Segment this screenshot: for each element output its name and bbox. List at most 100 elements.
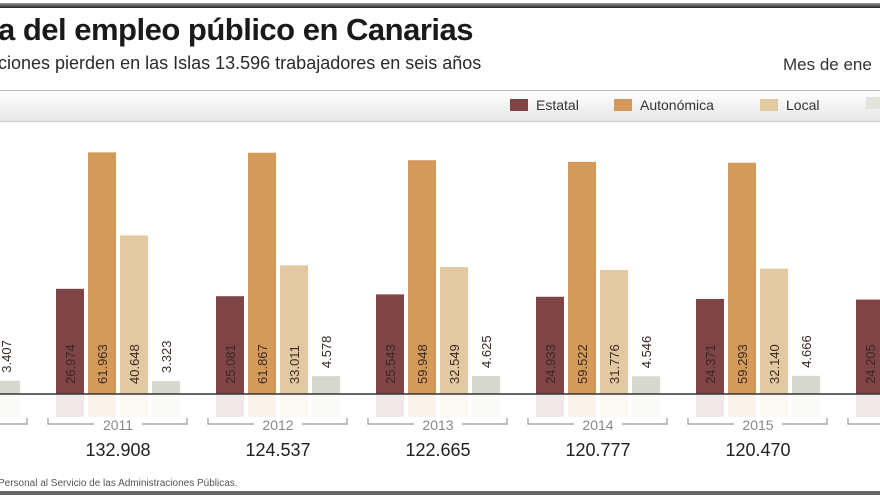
bar-reflection	[0, 395, 20, 417]
bar-value-label: 4.578	[319, 336, 334, 369]
bar-reflection	[760, 395, 788, 417]
year-total: 132.908	[85, 440, 150, 460]
bar-2011-3	[152, 381, 180, 394]
bar-reflection	[376, 395, 404, 417]
bar-value-label: 33.011	[287, 345, 302, 384]
bar-value-label: 59.293	[735, 344, 750, 384]
legend-label: Local	[786, 97, 820, 113]
legend-swatch	[760, 99, 778, 111]
bar-value-label: 59.522	[575, 344, 590, 384]
legend-item-local: Local	[760, 97, 819, 113]
bar-reflection	[696, 395, 724, 417]
bar-value-label: 4.546	[639, 336, 654, 369]
bar-2015-3	[792, 375, 820, 394]
bar-value-label: 3.323	[159, 340, 174, 373]
bar-value-label: 24.205	[863, 344, 878, 384]
bar-2011-0	[56, 288, 84, 394]
bar-value-label: 61.867	[255, 344, 270, 384]
bar-2014-0	[536, 296, 564, 394]
bar-reflection	[120, 395, 148, 417]
bar-2013-2	[440, 267, 468, 394]
bar-reflection	[56, 395, 84, 417]
bar-2011-2	[120, 235, 148, 394]
bottom-border	[0, 491, 880, 495]
bar-reflection	[728, 395, 756, 417]
bar-2012-3	[312, 376, 340, 394]
legend-item-other	[866, 97, 880, 109]
bar-value-label: 32.140	[767, 344, 782, 384]
legend-label: Estatal	[536, 97, 579, 113]
bar-reflection	[632, 395, 660, 417]
bar-2014-3	[632, 376, 660, 394]
bar-value-label: 24.371	[703, 344, 718, 384]
legend-swatch	[614, 99, 632, 111]
bar-reflection	[408, 395, 436, 417]
bar-value-label: 26.974	[63, 344, 78, 384]
year-bracket	[847, 418, 880, 425]
bar-2010-3	[0, 380, 20, 394]
bar-reflection	[536, 395, 564, 417]
year-bracket	[0, 418, 28, 425]
legend-item-autonomica: Autonómica	[614, 97, 714, 113]
bar-2011-1	[88, 152, 116, 394]
chart-title: a del empleo público en Canarias	[0, 12, 473, 47]
year-label: 2014	[582, 417, 613, 433]
bar-value-label: 25.081	[223, 344, 238, 384]
year-label: 2012	[262, 417, 293, 433]
bar-value-label: 40.648	[127, 344, 142, 384]
bar-value-label: 24.933	[543, 344, 558, 384]
bar-value-label: 25.543	[383, 344, 398, 384]
year-bracket	[207, 418, 348, 425]
bar-reflection	[600, 395, 628, 417]
legend-swatch	[866, 97, 880, 109]
bar-2014-1	[568, 161, 596, 394]
bar-2015-2	[760, 268, 788, 394]
year-total: 120.777	[565, 440, 630, 460]
bar-reflection	[248, 395, 276, 417]
bar-reflection	[856, 395, 880, 417]
bar-2015-1	[728, 162, 756, 394]
bar-reflection	[152, 395, 180, 417]
bar-reflection	[280, 395, 308, 417]
bar-2012-2	[280, 265, 308, 394]
bar-value-label: 31.776	[607, 344, 622, 384]
bar-reflection	[440, 395, 468, 417]
legend-band	[0, 90, 880, 122]
bar-reflection	[568, 395, 596, 417]
top-border	[0, 3, 880, 8]
bar-2013-0	[376, 294, 404, 394]
legend-swatch	[510, 99, 528, 111]
bar-2016-0	[856, 299, 880, 394]
bar-2013-3	[472, 375, 500, 394]
bar-value-label: 32.549	[447, 344, 462, 384]
bar-2014-2	[600, 270, 628, 394]
bar-2015-0	[696, 298, 724, 394]
bar-2012-0	[216, 296, 244, 394]
year-bracket	[47, 418, 188, 425]
bar-reflection	[216, 395, 244, 417]
bar-2013-1	[408, 160, 436, 394]
source-note: Personal al Servicio de las Administraci…	[0, 478, 238, 489]
bar-value-label: 4.666	[799, 335, 814, 368]
year-bracket	[367, 418, 508, 425]
bar-value-label: 4.625	[479, 335, 494, 368]
year-total: 124.537	[245, 440, 310, 460]
year-label: 2013	[422, 417, 453, 433]
bar-value-label: 61.963	[95, 344, 110, 384]
bar-reflection	[312, 395, 340, 417]
bar-reflection	[88, 395, 116, 417]
year-bracket	[687, 418, 828, 425]
year-total: 122.665	[405, 440, 470, 460]
chart-subtitle: ciones pierden en las Islas 13.596 traba…	[0, 53, 482, 73]
year-bracket	[527, 418, 668, 425]
bar-value-label: 59.948	[415, 344, 430, 384]
legend-label: Autonómica	[640, 97, 714, 113]
year-label: 2015	[742, 417, 773, 433]
month-note: Mes de ene	[783, 55, 872, 74]
year-total: 120.470	[725, 440, 790, 460]
bar-reflection	[792, 395, 820, 417]
bar-value-label: 3.407	[0, 340, 14, 373]
legend-item-estatal: Estatal	[510, 97, 579, 113]
bar-2012-1	[248, 152, 276, 394]
